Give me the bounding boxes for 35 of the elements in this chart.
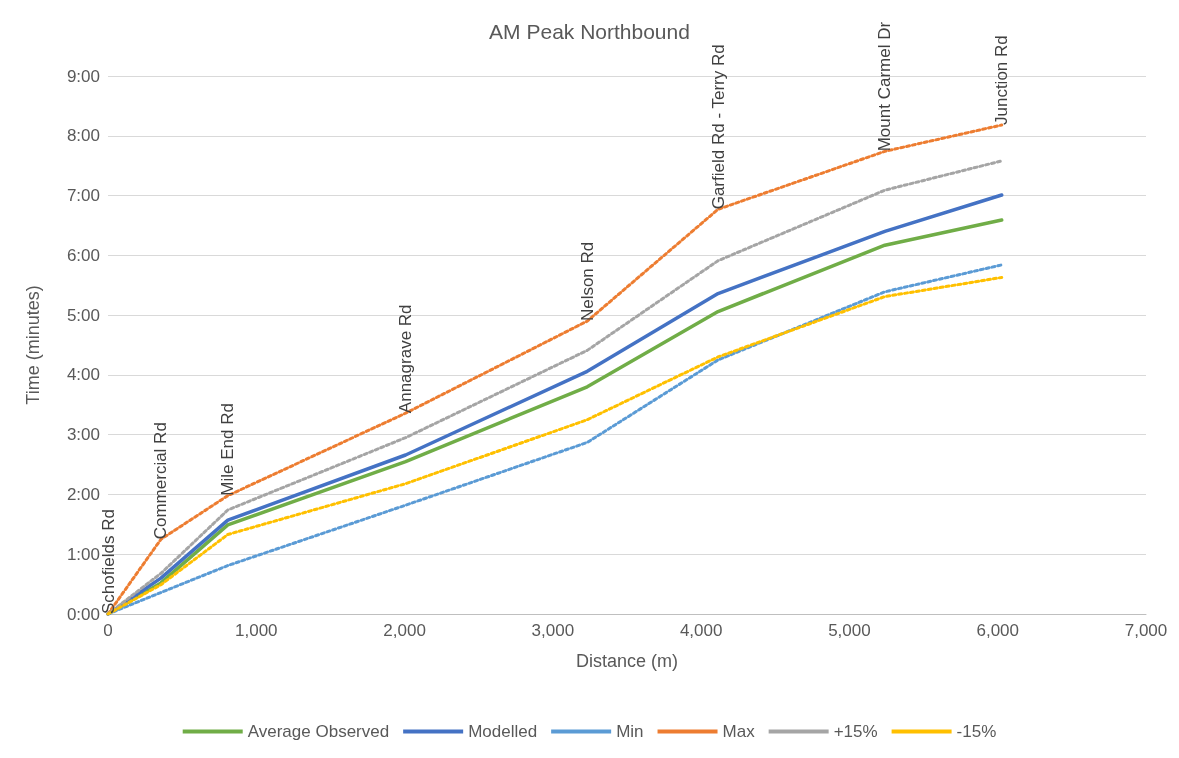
y-tick-label: 6:00 [66, 245, 100, 265]
y-tick-label: 8:00 [66, 126, 100, 146]
x-tick-label: 3,000 [531, 621, 575, 640]
legend-label: Average Observed [247, 722, 390, 741]
annotation: Schofields Rd [98, 509, 118, 614]
x-tick-label: 0 [103, 621, 113, 640]
legend-label: +15% [833, 722, 878, 741]
y-axis-title: Time (minutes) [23, 285, 43, 405]
y-tick-label: 3:00 [66, 425, 100, 445]
y-tick-label: 4:00 [66, 365, 100, 385]
legend-label: Max [722, 722, 756, 741]
annotation: Annagrave Rd [396, 304, 416, 414]
y-tick-label: 1:00 [66, 544, 100, 564]
annotation: Nelson Rd [577, 241, 597, 322]
legend-label: Modelled [468, 722, 538, 741]
x-tick-label: 5,000 [828, 621, 871, 640]
x-tick-label: 2,000 [383, 621, 426, 640]
x-axis-title: Distance (m) [575, 651, 679, 671]
annotation: Mile End Rd [218, 403, 238, 496]
x-tick-label: 1,000 [235, 621, 278, 640]
x-tick-label: 7,000 [1124, 621, 1168, 640]
annotation: Commercial Rd [151, 422, 171, 540]
x-tick-label: 4,000 [679, 621, 723, 640]
y-tick-label: 2:00 [66, 484, 100, 504]
annotation: Junction Rd [992, 35, 1012, 126]
legend-label: -15% [956, 722, 997, 741]
chart-title: AM Peak Northbound [489, 20, 690, 43]
y-tick-label: 7:00 [66, 186, 100, 206]
legend-label: Min [616, 722, 644, 741]
y-tick-label: 0:00 [66, 604, 100, 624]
y-tick-label: 9:00 [66, 66, 100, 86]
y-tick-label: 5:00 [66, 305, 100, 325]
annotation: Mount Carmel Dr [875, 21, 895, 152]
annotation: Garfield Rd - Terry Rd [708, 44, 728, 210]
x-tick-label: 6,000 [976, 621, 1019, 640]
